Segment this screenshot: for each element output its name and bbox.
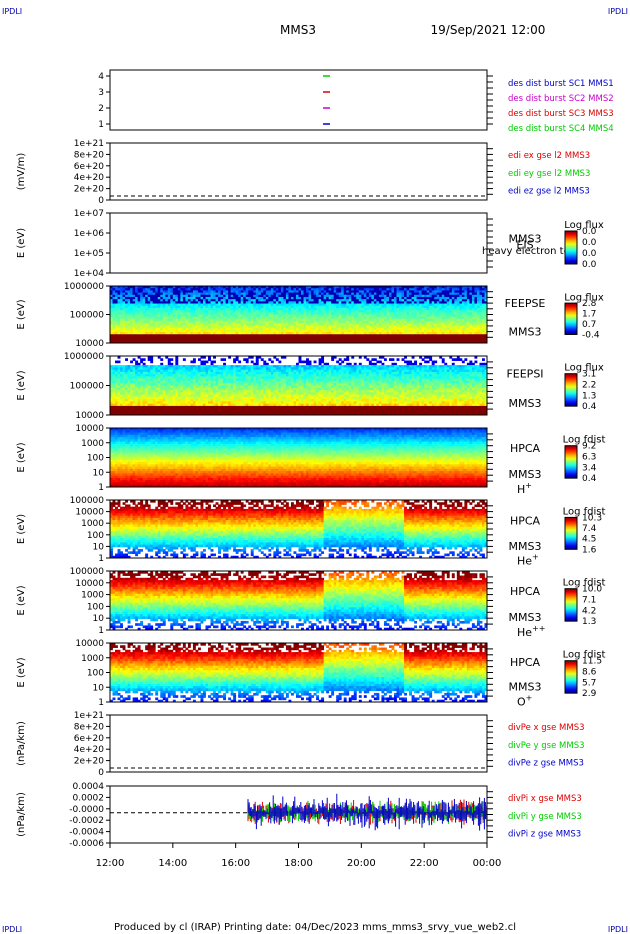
colorbar-tick-eis-3: 0.0 <box>582 260 597 270</box>
ytick-label-eis-3: 1e+04 <box>74 269 105 279</box>
ytick-label-edi-5: 0 <box>98 196 104 206</box>
ylabel-eis: E (eV) <box>16 228 27 258</box>
ytick-label-edi-4: 2e+20 <box>74 185 105 195</box>
colorbar-eis <box>565 231 577 264</box>
overlay-text-eis: heavy electron to <box>482 246 570 257</box>
header-datetime: 19/Sep/2021 12:00 <box>431 23 546 37</box>
ytick-label-feepse-2: 10000 <box>75 339 104 349</box>
ytick-label-burst-0: 4 <box>98 72 104 82</box>
legend-burst-2: des dist burst SC3 MMS3 <box>508 109 614 119</box>
ytick-label-edi-1: 8e+20 <box>74 150 105 160</box>
ytick-label-feepse-0: 1000000 <box>64 282 104 292</box>
instrument-label-eis-1: MMS3 <box>509 233 542 246</box>
corner-label-br: IPDLI <box>608 925 628 934</box>
legend-edi-0: edi ex gse l2 MMS3 <box>508 151 590 161</box>
header-spacecraft: MMS3 <box>280 23 316 37</box>
legend-edi-2: edi ez gse l2 MMS3 <box>508 187 590 197</box>
figure: IPDLI IPDLI IPDLI IPDLI MMS3 19/Sep/2021… <box>0 0 630 934</box>
legend-edi-1: edi ey gse l2 MMS3 <box>508 169 590 179</box>
ylabel-edi: (mV/m) <box>16 153 27 191</box>
ytick-label-edi-0: 1e+21 <box>74 139 104 149</box>
frame-edi <box>110 143 487 200</box>
legend-burst-0: des dist burst SC1 MMS1 <box>508 79 614 89</box>
colorbar-tick-eis-2: 0.0 <box>582 249 597 259</box>
panel-burst: 4 3 2 1 des dist burst SC1 MMS1 des dist burs… <box>98 70 613 134</box>
ytick-label-eis-1: 1e+06 <box>74 229 105 239</box>
frame-eis <box>110 213 487 273</box>
legend-burst-1: des dist burst SC2 MMS2 <box>508 94 614 104</box>
ytick-label-feepse-1: 100000 <box>70 311 105 321</box>
ytick-label-burst-2: 2 <box>98 104 104 114</box>
corner-label-tl: IPDLI <box>2 7 22 16</box>
ytick-label-edi-3: 4e+20 <box>74 173 105 183</box>
frame-burst <box>110 70 487 130</box>
ytick-label-burst-3: 1 <box>98 120 104 130</box>
corner-label-tr: IPDLI <box>608 7 628 16</box>
ytick-label-eis-0: 1e+07 <box>74 209 104 219</box>
ylabel-feepse: E (eV) <box>16 299 27 329</box>
corner-label-bl: IPDLI <box>2 925 22 934</box>
colorbar-tick-eis-0: 0.0 <box>582 227 597 237</box>
ytick-label-burst-1: 3 <box>98 88 104 98</box>
panels: 4 3 2 1 des dist burst SC1 MMS1 des dist burs… <box>16 70 614 849</box>
ytick-label-edi-2: 6e+20 <box>74 162 105 172</box>
ytick-label-eis-2: 1e+05 <box>74 249 104 259</box>
legend-burst-3: des dist burst SC4 MMS4 <box>508 124 614 134</box>
colorbar-tick-eis-1: 0.0 <box>582 238 597 248</box>
